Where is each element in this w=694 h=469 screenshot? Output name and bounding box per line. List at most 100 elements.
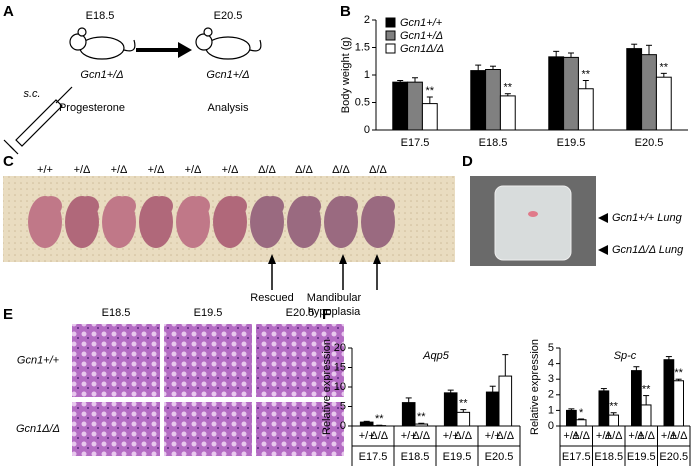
y-tick-label: 3 bbox=[548, 373, 554, 385]
histology-image bbox=[72, 402, 160, 456]
x-tick-label: E19.5 bbox=[627, 451, 656, 463]
bar-label: +/+ bbox=[485, 430, 501, 442]
bar bbox=[608, 414, 619, 427]
panel-letter: A bbox=[3, 3, 14, 20]
genotype-label: +/Δ bbox=[222, 164, 239, 176]
chart-title: Sp-c bbox=[614, 350, 637, 362]
embryo-head bbox=[225, 196, 247, 216]
embryo-head bbox=[299, 196, 321, 216]
x-tick-label: E20.5 bbox=[635, 137, 664, 149]
significance: ** bbox=[459, 398, 468, 410]
y-tick-label: 15 bbox=[334, 361, 346, 373]
bar bbox=[421, 103, 438, 131]
histology-image bbox=[256, 324, 344, 397]
genotype-label: Δ/Δ bbox=[258, 164, 276, 176]
bar bbox=[663, 359, 675, 427]
bar-label: Δ/Δ bbox=[370, 430, 388, 442]
lung-label: Gcn1+/+ Lung bbox=[612, 212, 683, 224]
histology-image bbox=[72, 324, 160, 397]
significance: ** bbox=[426, 85, 435, 97]
row-label: Gcn1Δ/Δ bbox=[16, 423, 60, 435]
lung-tissue bbox=[528, 211, 538, 217]
bar-label: Δ/Δ bbox=[670, 430, 688, 442]
panel-letter: B bbox=[340, 3, 351, 20]
bar bbox=[485, 69, 501, 131]
annotation: Mandibular hypoplasia bbox=[306, 292, 362, 318]
bar-label: +/+ bbox=[661, 430, 677, 442]
embryo-head bbox=[262, 196, 284, 216]
legend-swatch bbox=[385, 17, 396, 28]
y-tick-label: 0 bbox=[548, 420, 554, 432]
genotype-label: Δ/Δ bbox=[369, 164, 387, 176]
histology-image bbox=[164, 402, 252, 456]
y-tick-label: 10 bbox=[334, 381, 346, 393]
column-label: E19.5 bbox=[194, 307, 223, 319]
arrow-head bbox=[373, 254, 381, 264]
y-axis-label: Relative expression bbox=[529, 339, 541, 435]
arrow-head bbox=[178, 42, 192, 58]
syringe bbox=[3, 86, 73, 155]
genotype-label: Gcn1+/Δ bbox=[80, 69, 123, 81]
bar-label: Δ/Δ bbox=[572, 430, 590, 442]
bar bbox=[392, 81, 409, 131]
bar bbox=[485, 391, 500, 427]
significance: ** bbox=[582, 68, 591, 80]
bar bbox=[631, 370, 642, 427]
stage-label: E20.5 bbox=[214, 10, 243, 22]
bar-label: Δ/Δ bbox=[412, 430, 430, 442]
embryo-head bbox=[188, 196, 210, 216]
mouse-icon bbox=[69, 27, 136, 60]
significance: ** bbox=[609, 401, 618, 413]
bar bbox=[673, 380, 684, 427]
y-tick-label: 1 bbox=[548, 404, 554, 416]
bar-label: +/+ bbox=[401, 430, 417, 442]
genotype-label: Δ/Δ bbox=[332, 164, 350, 176]
bar bbox=[548, 56, 565, 131]
bar bbox=[498, 375, 513, 427]
panel-letter: F bbox=[322, 306, 331, 323]
bar-label: +/+ bbox=[443, 430, 459, 442]
bar bbox=[655, 76, 672, 131]
significance: ** bbox=[504, 82, 513, 94]
significance: ** bbox=[674, 367, 683, 379]
y-tick-label: 0 bbox=[340, 420, 346, 432]
significance: ** bbox=[642, 383, 651, 395]
genotype-label: Δ/Δ bbox=[295, 164, 313, 176]
y-tick-label: 2 bbox=[364, 14, 370, 26]
legend-label: Gcn1Δ/Δ bbox=[400, 43, 444, 55]
y-tick-label: 0.5 bbox=[355, 96, 370, 108]
bar bbox=[641, 54, 657, 131]
y-tick-label: 1.5 bbox=[355, 41, 370, 53]
bar-label: Δ/Δ bbox=[637, 430, 655, 442]
embryo-head bbox=[77, 196, 99, 216]
legend-label: Gcn1+/Δ bbox=[400, 30, 443, 42]
bar bbox=[626, 48, 643, 131]
bar bbox=[401, 402, 416, 427]
bar bbox=[575, 419, 587, 427]
arrow-head bbox=[268, 254, 276, 264]
significance: ** bbox=[375, 413, 384, 425]
x-tick-label: E17.5 bbox=[359, 451, 388, 463]
genotype-label: Gcn1+/Δ bbox=[206, 69, 249, 81]
x-tick-label: E18.5 bbox=[594, 451, 623, 463]
x-tick-label: E17.5 bbox=[401, 137, 430, 149]
bar-label: +/+ bbox=[563, 430, 579, 442]
bar-label: +/+ bbox=[359, 430, 375, 442]
x-tick-label: E18.5 bbox=[479, 137, 508, 149]
treatment-label: Progesterone bbox=[59, 102, 125, 114]
y-tick-label: 4 bbox=[548, 358, 554, 370]
histology-image bbox=[256, 402, 344, 456]
genotype-label: +/Δ bbox=[74, 164, 91, 176]
y-tick-label: 20 bbox=[334, 342, 346, 354]
bar bbox=[598, 390, 610, 427]
embryo-head bbox=[114, 196, 136, 216]
bar bbox=[359, 421, 374, 427]
genotype-label: +/Δ bbox=[185, 164, 202, 176]
bar bbox=[577, 88, 594, 131]
annotation: Rescued bbox=[250, 292, 294, 304]
y-tick-label: 5 bbox=[340, 400, 346, 412]
pointer bbox=[598, 213, 608, 223]
bar-label: +/+ bbox=[628, 430, 644, 442]
embryo-group bbox=[28, 196, 395, 248]
